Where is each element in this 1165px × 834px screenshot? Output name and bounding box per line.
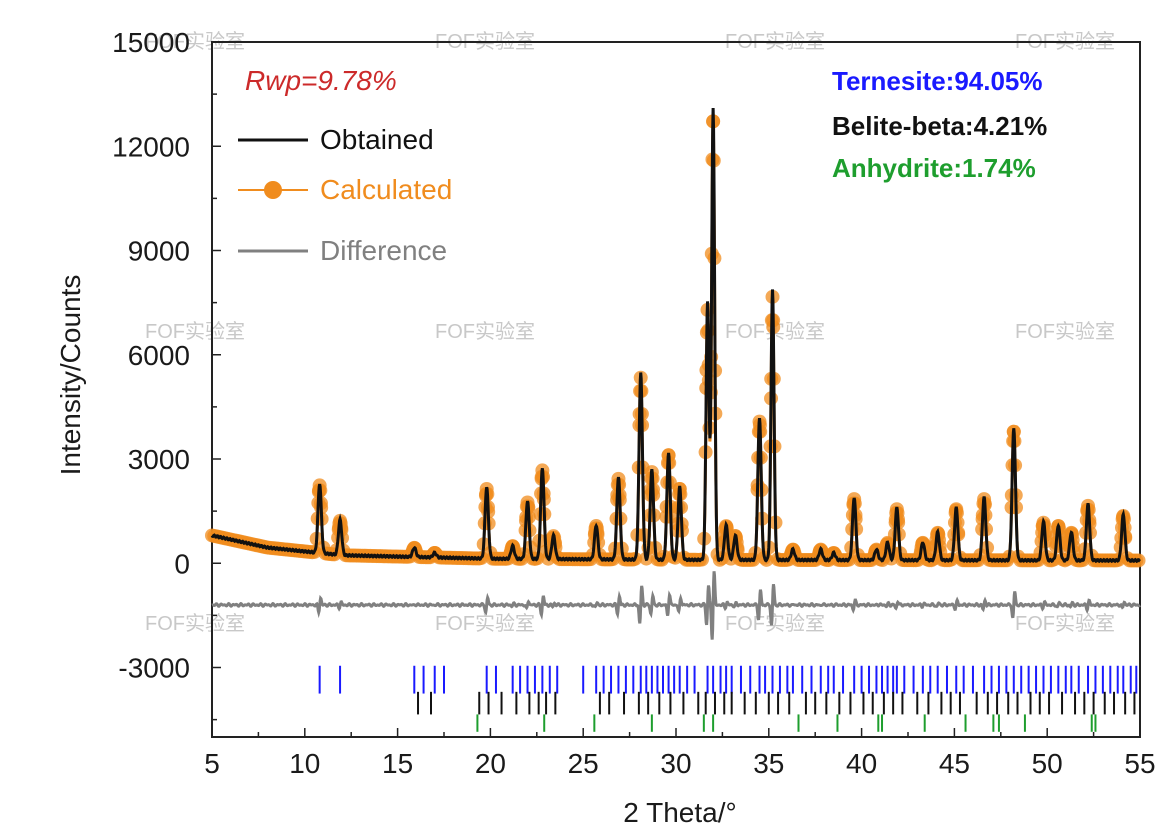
x-tick-label: 5 xyxy=(204,748,220,779)
x-tick-label: 50 xyxy=(1032,748,1063,779)
legend-calculated-label: Calculated xyxy=(320,174,452,205)
obtained-line xyxy=(210,107,1141,564)
phase-fractions: Ternesite:94.05% Belite-beta:4.21% Anhyd… xyxy=(832,66,1047,183)
watermark-text: FOF实验室 xyxy=(1015,612,1115,635)
x-axis-title: 2 Theta/° xyxy=(623,797,736,828)
phase-ternesite-label: Ternesite:94.05% xyxy=(832,66,1043,96)
difference-series xyxy=(211,571,1142,640)
y-tick-label: 15000 xyxy=(112,27,190,58)
difference-line xyxy=(211,571,1142,640)
watermark-layer: FOF实验室 FOF实验室 FOF实验室 FOF实验室 FOF实验室 FOF实验室 FOF实… xyxy=(145,30,1115,635)
x-tick-label: 10 xyxy=(289,748,320,779)
legend-difference-label: Difference xyxy=(320,235,447,266)
legend: Obtained Calculated Difference xyxy=(238,124,452,266)
x-tick-label: 40 xyxy=(846,748,877,779)
x-tick-labels: 5 10 15 20 25 30 35 40 45 50 55 xyxy=(204,748,1155,779)
y-tick-label: 6000 xyxy=(128,340,190,371)
phase-belite-label: Belite-beta:4.21% xyxy=(832,111,1047,141)
x-tick-label: 30 xyxy=(660,748,691,779)
x-tick-label: 35 xyxy=(753,748,784,779)
watermark-text: FOF实验室 xyxy=(145,30,245,53)
legend-obtained-label: Obtained xyxy=(320,124,434,155)
x-tick-label: 55 xyxy=(1124,748,1155,779)
watermark-text: FOF实验室 xyxy=(145,320,245,343)
x-tick-label: 15 xyxy=(382,748,413,779)
rwp-annotation: Rwp=9.78% xyxy=(245,65,397,96)
watermark-text: FOF实验室 xyxy=(435,612,535,635)
watermark-text: FOF实验室 xyxy=(1015,320,1115,343)
reflection-markers xyxy=(318,665,1138,732)
watermark-text: FOF实验室 xyxy=(435,320,535,343)
y-axis-title: Intensity/Counts xyxy=(55,275,86,476)
axis-ticks xyxy=(211,41,1141,737)
watermark-text: FOF实验室 xyxy=(725,612,825,635)
x-tick-label: 25 xyxy=(568,748,599,779)
y-tick-label: 3000 xyxy=(128,444,190,475)
phase-anhydrite-label: Anhydrite:1.74% xyxy=(832,153,1036,183)
legend-calculated-marker xyxy=(264,181,282,199)
x-tick-label: 45 xyxy=(939,748,970,779)
y-tick-label: 9000 xyxy=(128,236,190,267)
y-tick-labels: 15000 12000 9000 6000 3000 0 -3000 xyxy=(112,27,190,684)
y-tick-label: -3000 xyxy=(118,653,190,684)
y-tick-label: 12000 xyxy=(112,131,190,162)
watermark-text: FOF实验室 xyxy=(145,612,245,635)
obtained-series xyxy=(210,107,1141,564)
y-tick-label: 0 xyxy=(174,548,190,579)
x-tick-label: 20 xyxy=(475,748,506,779)
